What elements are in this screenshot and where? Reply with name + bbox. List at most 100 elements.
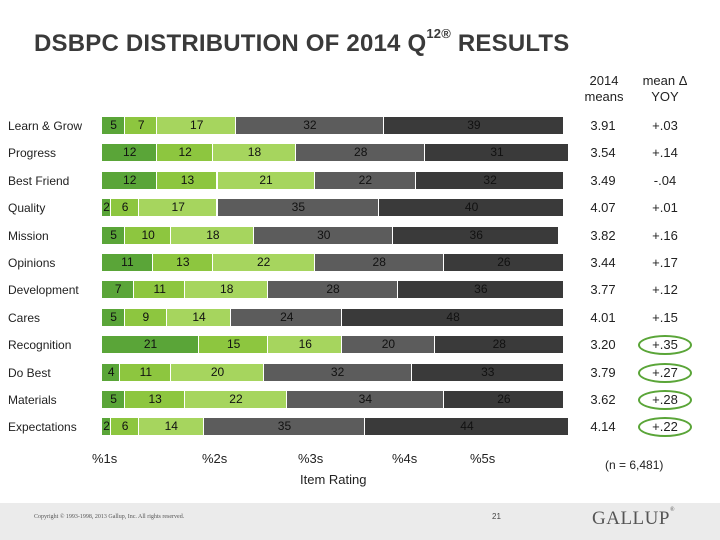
segment-value-label: 14 — [192, 309, 206, 324]
bar-segment — [212, 254, 314, 271]
bar-segment — [171, 363, 263, 381]
segment-value-label: 12 — [123, 172, 137, 187]
yoy-change-value: +.12 — [652, 282, 678, 298]
segment-value-label: 20 — [381, 337, 396, 352]
bar-segment — [111, 199, 138, 217]
page-title: DSBPC DISTRIBUTION OF 2014 Q12® RESULTS — [34, 26, 570, 57]
segment-value-label: 20 — [210, 364, 225, 379]
bar-segment — [157, 117, 235, 134]
segment-value-label: 2 — [103, 200, 110, 215]
bar-segment — [102, 363, 120, 381]
bar-segment — [102, 418, 111, 436]
bar-segment — [102, 171, 157, 189]
row-label: Mission — [8, 228, 49, 243]
bar-segment — [125, 226, 171, 244]
bar-segment — [365, 418, 568, 436]
bar-segment — [397, 281, 563, 299]
bar-segment — [152, 254, 212, 271]
segment-value-label: 28 — [492, 337, 506, 352]
row-label: Opinions — [8, 256, 56, 270]
title-superscript: 12 — [426, 26, 442, 41]
bar-segment — [166, 308, 231, 326]
bar-segment — [342, 336, 434, 354]
bar-segment — [268, 281, 397, 299]
mean-value: 3.62 — [590, 392, 616, 407]
segment-value-label: 22 — [257, 255, 271, 269]
segment-value-label: 5 — [110, 227, 117, 242]
segment-value-label: 28 — [372, 255, 386, 269]
mean-value: 3.77 — [590, 282, 616, 298]
segment-value-label: 7 — [114, 282, 122, 297]
page-number: 21 — [492, 512, 501, 521]
mean-value: 3.91 — [590, 118, 616, 133]
bar-segment — [342, 308, 563, 326]
segment-value-label: 11 — [153, 282, 166, 297]
segment-value-label: 5 — [110, 392, 117, 406]
segment-value-label: 28 — [354, 145, 368, 160]
row-label: Do Best — [8, 365, 51, 380]
bar-segment — [120, 363, 171, 381]
footer-bar — [0, 503, 720, 540]
bar-segment — [268, 336, 342, 354]
segment-value-label: 21 — [259, 172, 273, 187]
mean-value: 3.44 — [590, 255, 616, 270]
highlight-ellipse — [638, 362, 692, 383]
bar-segment — [425, 144, 568, 162]
yoy-change-value: -.04 — [653, 172, 677, 188]
bar-segment — [217, 199, 379, 217]
segment-value-label: 44 — [460, 419, 474, 434]
mean-value: 4.14 — [590, 419, 616, 435]
segment-value-label: 32 — [303, 118, 317, 132]
segment-value-label: 36 — [469, 227, 483, 242]
segment-value-label: 21 — [143, 337, 158, 352]
bar-segment — [138, 418, 203, 436]
mean-value: 4.01 — [590, 309, 616, 325]
segment-value-label: 17 — [171, 200, 185, 215]
row-label: Quality — [8, 201, 46, 216]
copyright-text: Copyright © 1993-1998, 2013 Gallup, Inc.… — [34, 514, 185, 520]
x-tick-label: %1s — [92, 451, 118, 466]
row-label: Best Friend — [8, 173, 70, 188]
bar-segment — [314, 171, 416, 189]
bar-segment — [443, 254, 563, 271]
segment-value-label: 11 — [121, 255, 134, 269]
gallup-logo: GALLUP® — [592, 506, 676, 529]
segment-value-label: 35 — [291, 200, 306, 215]
x-tick-label: %2s — [202, 451, 228, 466]
highlight-ellipse — [638, 417, 692, 438]
segment-value-label: 10 — [141, 227, 155, 242]
mean-value: 3.20 — [590, 337, 616, 353]
segment-value-label: 14 — [164, 419, 178, 434]
mean-value: 4.07 — [590, 200, 616, 216]
bar-segment — [102, 199, 111, 217]
bar-segment — [102, 308, 125, 326]
segment-value-label: 15 — [226, 337, 241, 352]
highlight-ellipse — [638, 390, 692, 410]
segment-value-label: 31 — [490, 145, 504, 160]
segment-value-label: 40 — [464, 200, 479, 215]
segment-value-label: 18 — [220, 282, 234, 297]
bar-segment — [171, 226, 254, 244]
segment-value-label: 12 — [123, 145, 137, 160]
segment-value-label: 35 — [277, 419, 292, 434]
bar-segment — [235, 117, 383, 134]
bar-segment — [443, 391, 563, 408]
segment-value-label: 28 — [326, 282, 340, 297]
bar-segment — [231, 308, 342, 326]
row-label: Cares — [8, 310, 41, 325]
row-label: Progress — [8, 146, 57, 161]
bar-segment — [296, 144, 425, 162]
segment-value-label: 12 — [178, 145, 192, 160]
bar-segment — [383, 117, 563, 134]
bar-segment — [212, 144, 296, 162]
mean-value: 3.54 — [590, 145, 616, 161]
bar-segment — [203, 418, 365, 436]
row-label: Recognition — [8, 338, 72, 353]
yoy-change-value: +.03 — [652, 118, 678, 133]
bar-segment — [102, 336, 199, 354]
segment-value-label: 24 — [280, 309, 294, 324]
bar-segment — [185, 391, 286, 408]
segment-value-label: 39 — [467, 118, 481, 132]
bar-segment — [111, 418, 138, 436]
x-tick-label: %3s — [298, 451, 324, 466]
